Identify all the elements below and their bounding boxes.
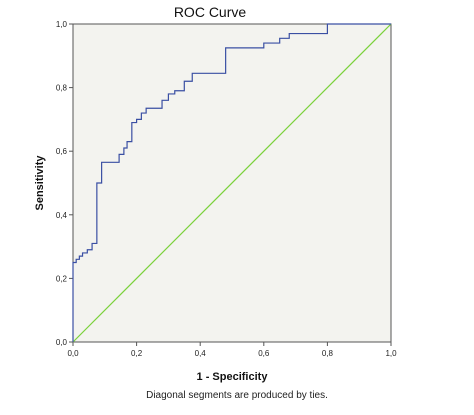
x-axis-label: 1 - Specificity [197,371,269,383]
y-tick-label: 0,4 [56,211,68,220]
reference-diagonal-line [72,23,392,343]
y-tick-label: 0,0 [56,338,68,347]
x-tick-label: 1,0 [385,349,397,358]
y-tick-label: 0,8 [56,84,68,93]
y-tick-label: 0,6 [56,147,68,156]
x-tick-label: 0,0 [67,349,79,358]
x-tick-label: 0,4 [195,349,207,358]
footnote: Diagonal segments are produced by ties. [146,390,328,401]
chart-title: ROC Curve [174,4,247,20]
axis-ticks: 0,0 0,0 0,2 0,2 0,4 0,4 0,6 0,6 0,8 0,8 1,0 1,0 [56,20,397,358]
roc-curve-line [72,23,391,342]
x-tick-label: 0,6 [258,349,270,358]
series-layer [72,23,392,343]
roc-chart: ROC Curve 0,0 0,0 0,2 0,2 0,4 0,4 0,6 0,6 0,8 0,8… [34,4,397,383]
x-tick-label: 0,8 [322,349,334,358]
y-tick-label: 0,2 [56,274,68,283]
y-tick-label: 1,0 [56,20,68,29]
y-axis-label: Sensitivity [34,155,46,211]
x-tick-label: 0,2 [131,349,143,358]
